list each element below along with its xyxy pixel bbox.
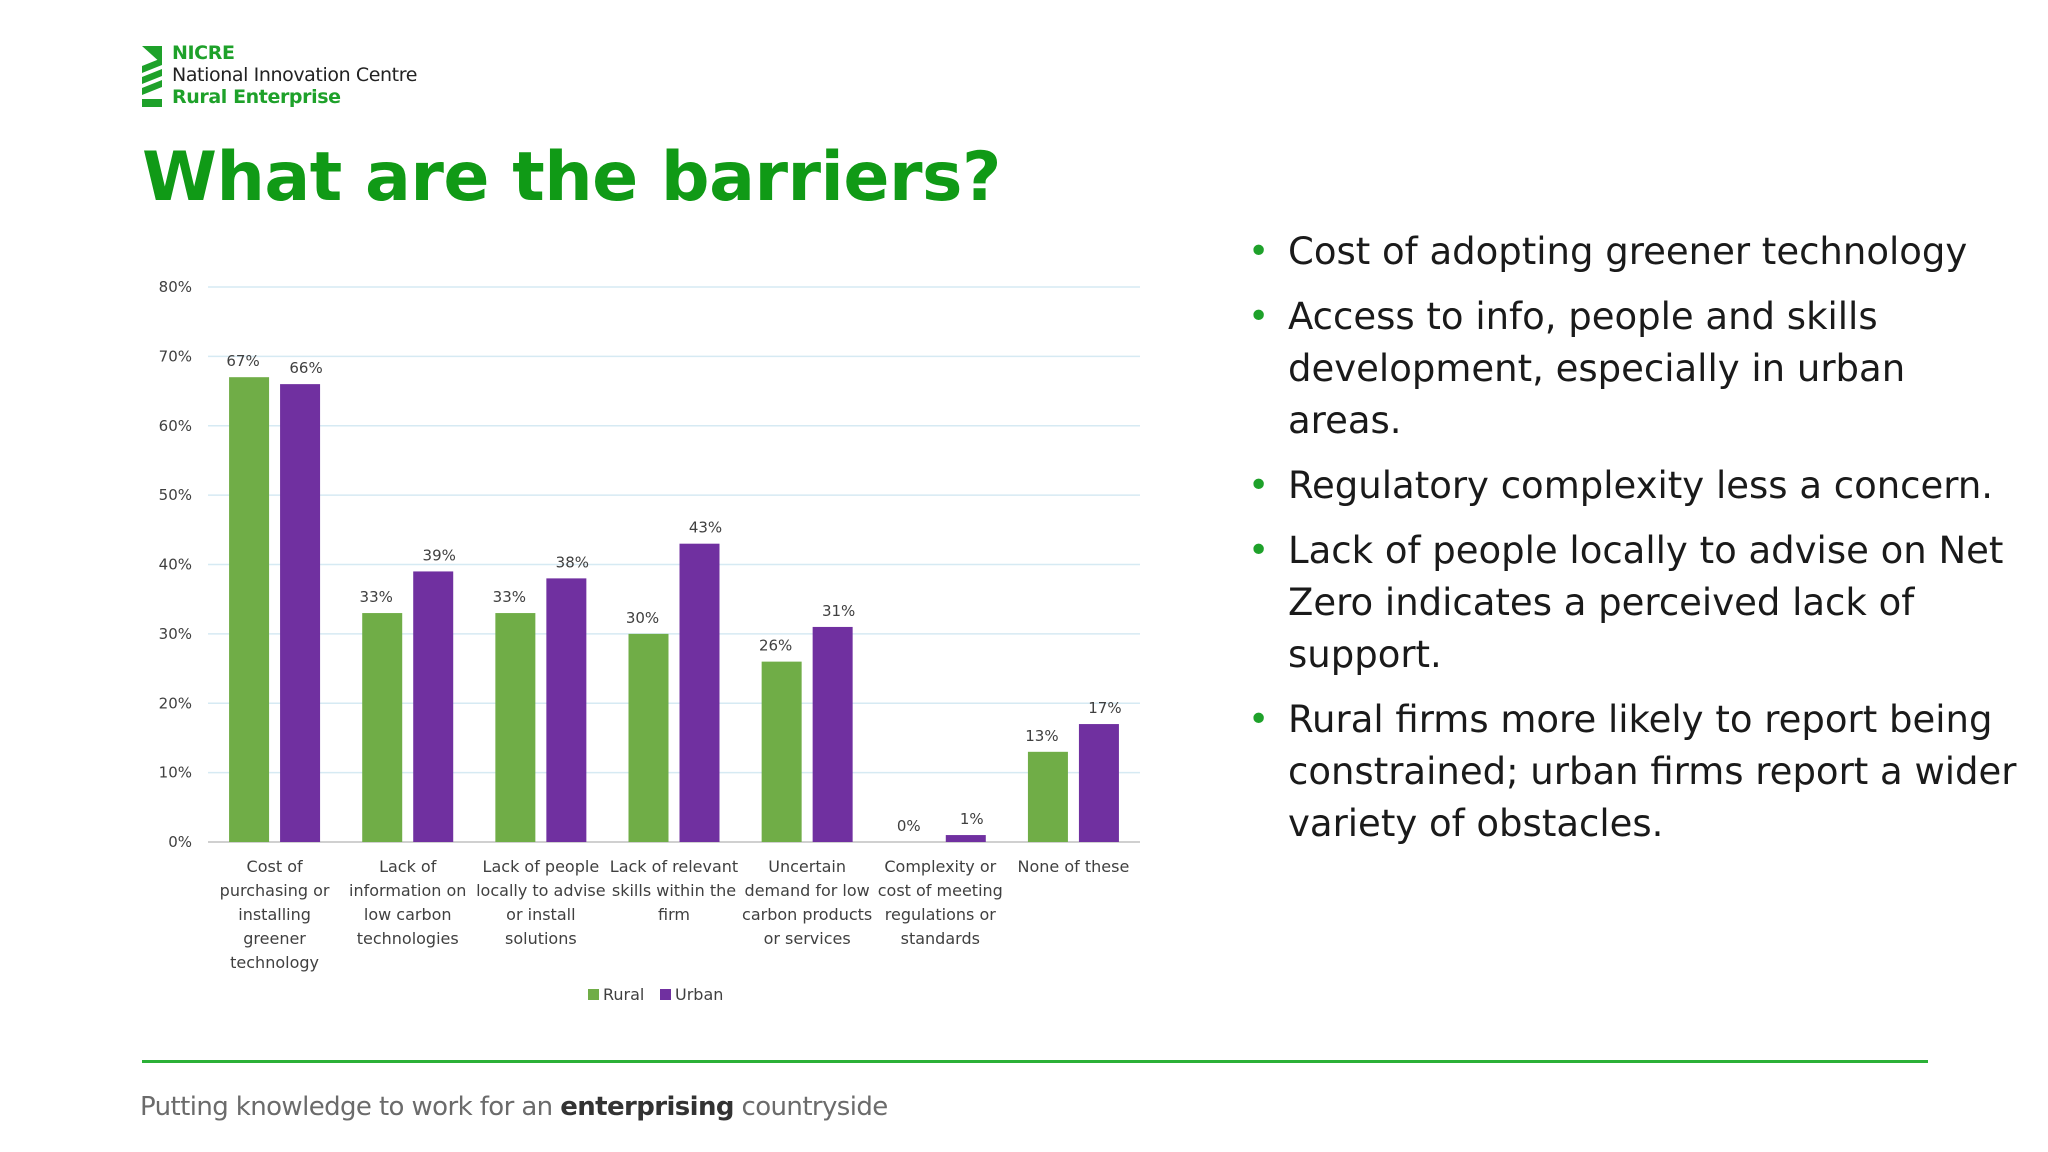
bullet-item: • Lack of people locally to advise on Net…: [1248, 525, 2028, 681]
bar-urban: [812, 626, 853, 842]
data-label: 33%: [493, 588, 526, 606]
bar-rural: [1027, 751, 1068, 842]
x-category-label: Lack of people: [483, 857, 600, 876]
slide-title: What are the barriers?: [142, 138, 1001, 217]
y-tick-label: 30%: [159, 625, 192, 643]
bullet-text: Access to info, people and skills develo…: [1288, 295, 1906, 442]
bullet-dot-icon: •: [1248, 465, 1270, 506]
logo-line-centre: National Innovation Centre: [172, 64, 417, 86]
bullet-item: • Access to info, people and skills devel…: [1248, 291, 2028, 447]
x-category-label: Uncertain: [768, 857, 846, 876]
data-label: 30%: [626, 609, 659, 627]
legend-label: Rural: [603, 985, 644, 1004]
data-label: 0%: [897, 817, 921, 835]
y-tick-label: 40%: [159, 556, 192, 574]
y-tick-label: 0%: [168, 833, 192, 851]
nicre-logo: NICRE National Innovation Centre Rural E…: [142, 42, 442, 110]
y-tick-label: 20%: [159, 694, 192, 712]
data-label: 31%: [822, 602, 855, 620]
data-label: 66%: [289, 359, 322, 377]
y-tick-label: 50%: [159, 486, 192, 504]
x-category-label: Cost of: [247, 857, 303, 876]
legend-label: Urban: [675, 985, 723, 1004]
nicre-logo-mark-icon: [142, 46, 162, 107]
x-category-label: carbon products: [742, 905, 872, 924]
bar-urban: [945, 835, 986, 842]
data-label: 38%: [556, 553, 589, 571]
x-category-label: Complexity or: [884, 857, 996, 876]
bar-rural: [495, 613, 536, 842]
x-category-label: low carbon: [364, 905, 452, 924]
x-category-label: purchasing or: [220, 881, 330, 900]
bullet-text: Lack of people locally to advise on Net …: [1288, 529, 2004, 676]
data-label: 26%: [759, 637, 792, 655]
logo-line-nicre: NICRE: [172, 42, 235, 64]
data-label: 1%: [960, 810, 984, 828]
x-category-label: installing: [238, 905, 311, 924]
bullet-text: Rural firms more likely to report being …: [1288, 698, 2017, 845]
tagline-start: Putting knowledge to work for an: [140, 1092, 561, 1122]
x-category-label: firm: [658, 905, 690, 924]
bar-rural: [761, 661, 802, 842]
y-tick-label: 60%: [159, 417, 192, 435]
legend-swatch-rural: [588, 989, 599, 1000]
x-category-label: information on: [349, 881, 466, 900]
data-label: 39%: [423, 546, 456, 564]
x-category-label: None of these: [1018, 857, 1130, 876]
x-category-label: or install: [506, 905, 575, 924]
bar-urban: [546, 578, 587, 842]
data-label: 13%: [1025, 727, 1058, 745]
footer-tagline: Putting knowledge to work for an enterpr…: [140, 1092, 888, 1122]
y-tick-label: 80%: [159, 278, 192, 296]
bullet-dot-icon: •: [1248, 530, 1270, 571]
x-category-label: Lack of: [379, 857, 437, 876]
x-category-label: solutions: [505, 929, 577, 948]
data-label: 67%: [226, 352, 259, 370]
data-label: 33%: [360, 588, 393, 606]
logo-line-rural: Rural Enterprise: [172, 86, 341, 108]
x-category-label: greener: [243, 929, 306, 948]
bullet-text: Regulatory complexity less a concern.: [1288, 464, 1994, 507]
bar-rural: [362, 613, 403, 842]
x-category-label: locally to advise: [476, 881, 605, 900]
x-category-label: standards: [901, 929, 980, 948]
y-tick-label: 70%: [159, 347, 192, 365]
barriers-bar-chart: 0% 10% 20% 30% 40% 50% 60% 70% 80% 67% 66% Cost of p…: [159, 278, 1140, 1004]
x-category-label: technology: [230, 953, 319, 972]
x-category-label: or services: [764, 929, 851, 948]
bar-urban: [1078, 724, 1119, 842]
bar-urban: [280, 384, 321, 842]
bullet-item: • Rural firms more likely to report being…: [1248, 694, 2028, 850]
x-category-label: Lack of relevant: [610, 857, 738, 876]
x-category-label: regulations or: [885, 905, 996, 924]
bar-urban: [679, 543, 720, 842]
bar-rural: [628, 633, 669, 842]
bullet-list: • Cost of adopting greener technology • Ac…: [1248, 226, 2028, 863]
data-label: 43%: [689, 519, 722, 537]
bar-rural: [229, 377, 270, 842]
bullet-dot-icon: •: [1248, 699, 1270, 740]
bar-urban: [413, 571, 454, 842]
x-category-label: cost of meeting: [878, 881, 1003, 900]
bullet-dot-icon: •: [1248, 231, 1270, 272]
bullet-item: • Cost of adopting greener technology: [1248, 226, 2028, 278]
tagline-end: countryside: [733, 1092, 889, 1122]
x-category-label: demand for low: [745, 881, 870, 900]
data-label: 17%: [1088, 699, 1121, 717]
tagline-emphasis: enterprising: [560, 1092, 734, 1122]
bullet-dot-icon: •: [1248, 296, 1270, 337]
bullet-text: Cost of adopting greener technology: [1288, 230, 1968, 273]
y-tick-label: 10%: [159, 764, 192, 782]
logo-text: NICRE National Innovation Centre Rural E…: [172, 42, 417, 108]
footer-divider: [142, 1060, 1928, 1063]
x-category-label: skills within the: [612, 881, 736, 900]
bullet-item: • Regulatory complexity less a concern.: [1248, 460, 2028, 512]
legend-swatch-urban: [660, 989, 671, 1000]
x-category-label: technologies: [357, 929, 459, 948]
